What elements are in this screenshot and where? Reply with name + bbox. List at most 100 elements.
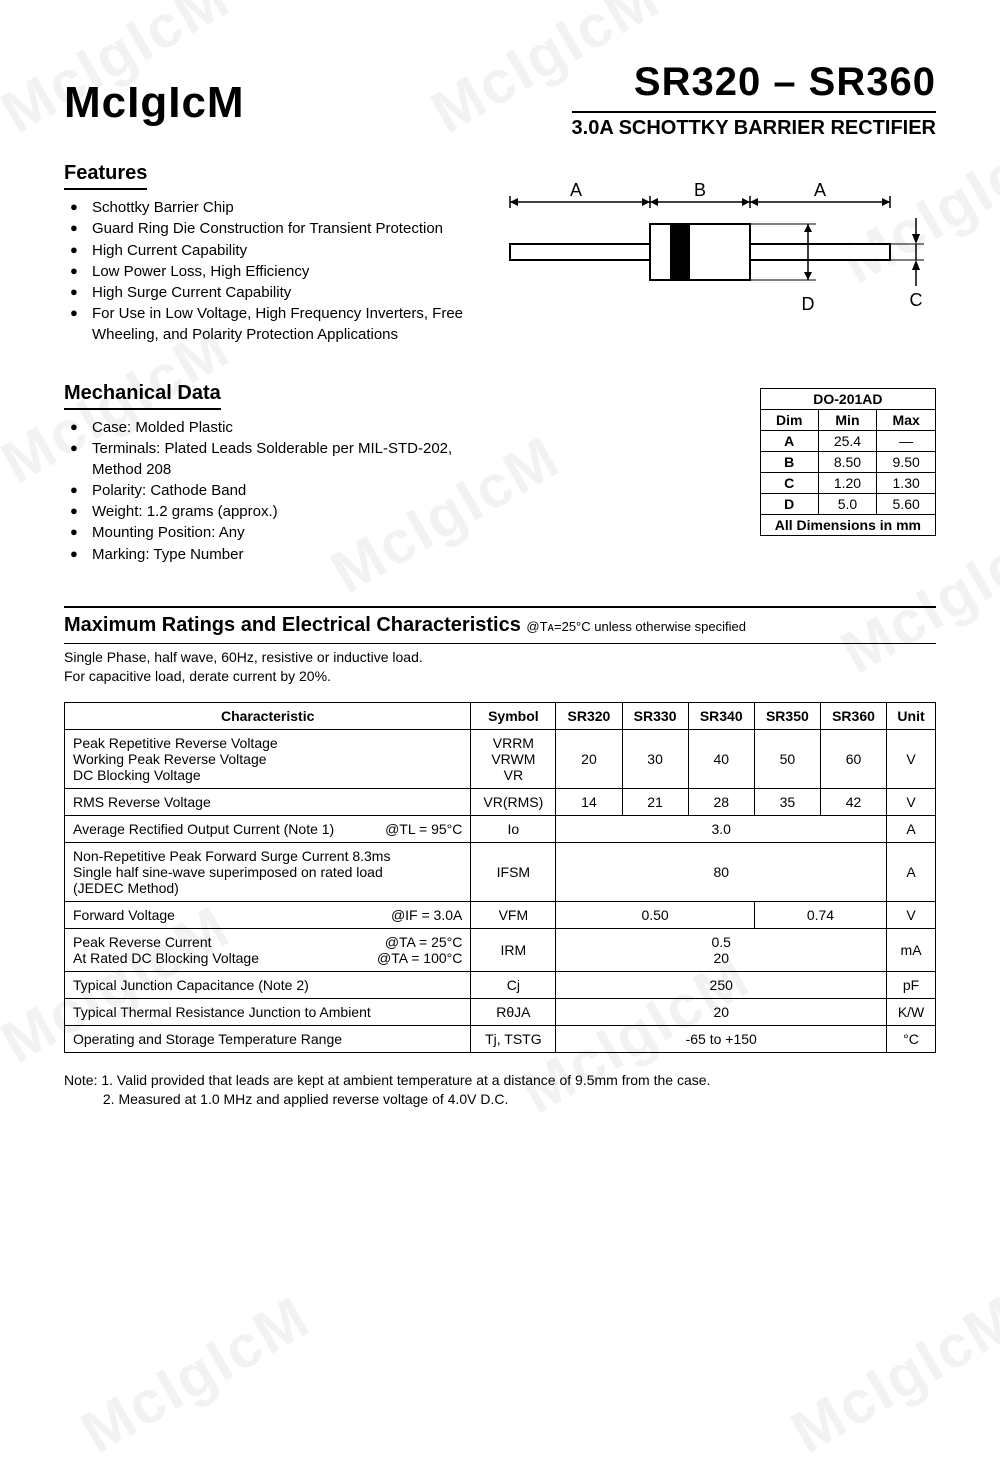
- feature-item: High Surge Current Capability: [64, 283, 465, 303]
- value-cell: 14: [556, 788, 622, 815]
- dim-row: B8.509.50: [760, 452, 935, 473]
- value-cell: 0.50: [556, 901, 754, 928]
- value-cell: 0.74: [754, 901, 886, 928]
- characteristic-cell: Peak Repetitive Reverse Voltage Working …: [65, 729, 471, 788]
- dim-cell: 1.20: [818, 473, 877, 494]
- watermark: McIgIcM: [70, 1282, 322, 1467]
- value-cell: 20: [556, 998, 887, 1025]
- ratings-sub-line1: Single Phase, half wave, 60Hz, resistive…: [64, 648, 936, 667]
- value-cell: 20: [556, 729, 622, 788]
- feature-item: Schottky Barrier Chip: [64, 198, 465, 218]
- unit-cell: V: [887, 901, 936, 928]
- brand-logo: McIgIcM: [64, 60, 245, 128]
- ratings-header-cell: SR360: [820, 702, 886, 729]
- ratings-table: CharacteristicSymbolSR320SR330SR340SR350…: [64, 702, 936, 1053]
- value-cell: 35: [754, 788, 820, 815]
- ratings-row: Average Rectified Output Current (Note 1…: [65, 815, 936, 842]
- mechanical-block: Mechanical Data Case: Molded PlasticTerm…: [64, 382, 483, 566]
- symbol-cell: VRRM VRWM VR: [471, 729, 556, 788]
- dim-label-d: D: [802, 294, 815, 314]
- symbol-cell: VFM: [471, 901, 556, 928]
- dim-cell: 9.50: [877, 452, 936, 473]
- package-diagram: A B A D: [500, 162, 936, 352]
- ratings-row: RMS Reverse VoltageVR(RMS)1421283542V: [65, 788, 936, 815]
- features-block: Features Schottky Barrier ChipGuard Ring…: [64, 162, 465, 352]
- characteristic-cell: Average Rectified Output Current (Note 1…: [65, 815, 471, 842]
- ratings-row: Typical Thermal Resistance Junction to A…: [65, 998, 936, 1025]
- ratings-row: Forward Voltage@IF = 3.0AVFM0.500.74V: [65, 901, 936, 928]
- dim-cell: 5.60: [877, 494, 936, 515]
- ratings-row: Peak Repetitive Reverse Voltage Working …: [65, 729, 936, 788]
- mechanical-item: Weight: 1.2 grams (approx.): [64, 502, 483, 522]
- value-cell: 50: [754, 729, 820, 788]
- mechanical-item: Marking: Type Number: [64, 545, 483, 565]
- ratings-header-cell: SR340: [688, 702, 754, 729]
- features-list: Schottky Barrier ChipGuard Ring Die Cons…: [64, 198, 465, 345]
- value-cell: 3.0: [556, 815, 887, 842]
- unit-cell: V: [887, 788, 936, 815]
- dim-header-cell: Max: [877, 410, 936, 431]
- unit-cell: K/W: [887, 998, 936, 1025]
- characteristic-cell: Operating and Storage Temperature Range: [65, 1025, 471, 1052]
- dim-label-a-right: A: [814, 180, 826, 200]
- device-subtitle: 3.0A SCHOTTKY BARRIER RECTIFIER: [572, 111, 936, 140]
- feature-item: Low Power Loss, High Efficiency: [64, 262, 465, 282]
- value-cell: -65 to +150: [556, 1025, 887, 1052]
- symbol-cell: Io: [471, 815, 556, 842]
- unit-cell: pF: [887, 971, 936, 998]
- ratings-header-cell: SR320: [556, 702, 622, 729]
- package-outline-svg: A B A D: [500, 162, 930, 352]
- value-cell: 30: [622, 729, 688, 788]
- dim-cell: C: [760, 473, 818, 494]
- dimension-table: DO-201AD DimMinMax A25.4—B8.509.50C1.201…: [760, 388, 936, 536]
- ratings-row: Peak Reverse Current At Rated DC Blockin…: [65, 928, 936, 971]
- ratings-subtext: Single Phase, half wave, 60Hz, resistive…: [64, 643, 936, 686]
- features-row: Features Schottky Barrier ChipGuard Ring…: [64, 162, 936, 352]
- symbol-cell: Cj: [471, 971, 556, 998]
- mechanical-list: Case: Molded PlasticTerminals: Plated Le…: [64, 418, 483, 565]
- symbol-cell: IRM: [471, 928, 556, 971]
- value-cell: 21: [622, 788, 688, 815]
- dim-cell: 8.50: [818, 452, 877, 473]
- notes-block: Note: 1. Valid provided that leads are k…: [64, 1071, 936, 1110]
- characteristic-cell: Typical Thermal Resistance Junction to A…: [65, 998, 471, 1025]
- dim-row: A25.4—: [760, 431, 935, 452]
- dim-cell: —: [877, 431, 936, 452]
- dim-table-footer: All Dimensions in mm: [760, 515, 935, 536]
- characteristic-cell: Non-Repetitive Peak Forward Surge Curren…: [65, 842, 471, 901]
- value-cell: 28: [688, 788, 754, 815]
- header-row: McIgIcM SR320 – SR360 3.0A SCHOTTKY BARR…: [64, 60, 936, 140]
- ratings-row: Operating and Storage Temperature RangeT…: [65, 1025, 936, 1052]
- ratings-header-cell: Unit: [887, 702, 936, 729]
- feature-item: Guard Ring Die Construction for Transien…: [64, 219, 465, 239]
- value-cell: 0.5 20: [556, 928, 887, 971]
- dim-cell: 5.0: [818, 494, 877, 515]
- ratings-row: Typical Junction Capacitance (Note 2)Cj2…: [65, 971, 936, 998]
- watermark: McIgIcM: [780, 1282, 1000, 1467]
- dim-label-a-left: A: [570, 180, 582, 200]
- features-heading: Features: [64, 162, 147, 190]
- dim-header-cell: Min: [818, 410, 877, 431]
- characteristic-cell: Forward Voltage@IF = 3.0A: [65, 901, 471, 928]
- dim-label-b: B: [694, 180, 706, 200]
- dim-table-title: DO-201AD: [760, 389, 935, 410]
- mechanical-item: Case: Molded Plastic: [64, 418, 483, 438]
- symbol-cell: Tj, TSTG: [471, 1025, 556, 1052]
- ratings-header-cell: Symbol: [471, 702, 556, 729]
- ratings-header-cell: Characteristic: [65, 702, 471, 729]
- unit-cell: mA: [887, 928, 936, 971]
- unit-cell: V: [887, 729, 936, 788]
- dim-cell: 25.4: [818, 431, 877, 452]
- dim-cell: B: [760, 452, 818, 473]
- mechanical-item: Terminals: Plated Leads Solderable per M…: [64, 439, 483, 480]
- symbol-cell: VR(RMS): [471, 788, 556, 815]
- mechanical-heading: Mechanical Data: [64, 382, 221, 410]
- dim-row: D5.05.60: [760, 494, 935, 515]
- note-1: Note: 1. Valid provided that leads are k…: [64, 1071, 936, 1091]
- dim-label-c: C: [910, 290, 923, 310]
- ratings-sub-line2: For capacitive load, derate current by 2…: [64, 667, 936, 686]
- dim-header-cell: Dim: [760, 410, 818, 431]
- symbol-cell: IFSM: [471, 842, 556, 901]
- dim-cell: 1.30: [877, 473, 936, 494]
- symbol-cell: RθJA: [471, 998, 556, 1025]
